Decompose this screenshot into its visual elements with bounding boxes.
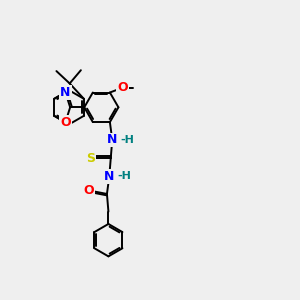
Text: O: O xyxy=(117,81,128,94)
Text: O: O xyxy=(60,116,71,129)
Text: N: N xyxy=(107,133,117,146)
Text: S: S xyxy=(86,152,95,164)
Text: -H: -H xyxy=(118,171,131,181)
Text: -H: -H xyxy=(121,135,134,145)
Text: O: O xyxy=(83,184,94,197)
Text: N: N xyxy=(104,170,115,183)
Text: N: N xyxy=(60,86,70,99)
